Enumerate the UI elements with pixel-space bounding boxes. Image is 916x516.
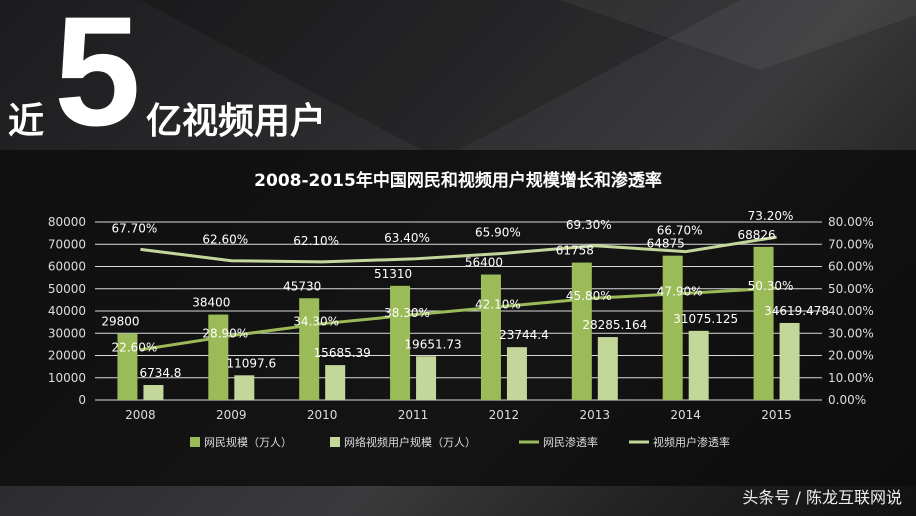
headline-prefix: 近 xyxy=(8,101,45,142)
bar-video-users xyxy=(779,322,800,400)
background-shape xyxy=(560,0,916,70)
y-left-tick-label: 80000 xyxy=(48,215,86,229)
y-right-tick-label: 40.00% xyxy=(828,304,874,318)
line-data-label: 50.30% xyxy=(748,279,794,293)
x-tick-label: 2008 xyxy=(125,408,156,422)
bar-data-label: 19651.73 xyxy=(404,337,461,351)
bar-video-users xyxy=(234,375,255,400)
bar-video-users xyxy=(325,365,346,400)
line-video-penetration xyxy=(140,235,777,264)
y-right-tick-label: 50.00% xyxy=(828,282,874,296)
bar-data-label: 11097.6 xyxy=(227,356,277,370)
bar-data-label: 23744.4 xyxy=(499,328,549,342)
y-left-tick-label: 70000 xyxy=(48,237,86,251)
bar-data-label: 31075.125 xyxy=(673,312,738,326)
bar-data-label: 64875 xyxy=(647,237,685,251)
y-right-tick-label: 10.00% xyxy=(828,371,874,385)
line-data-label: 47.90% xyxy=(657,284,703,298)
line-data-label: 28.90% xyxy=(202,327,248,341)
bar-netizens xyxy=(480,274,501,400)
chart-title: 2008-2015年中国网民和视频用户规模增长和渗透率 xyxy=(254,171,662,191)
y-right-tick-label: 60.00% xyxy=(828,260,874,274)
line-data-label: 67.70% xyxy=(112,221,158,235)
bar-video-users xyxy=(416,356,437,400)
bar-data-label: 34619.478 xyxy=(764,304,829,318)
line-data-label: 66.70% xyxy=(657,224,703,238)
legend-label: 网民渗透率 xyxy=(543,435,598,449)
line-netizen-penetration xyxy=(140,286,777,352)
line-data-label: 65.90% xyxy=(475,225,521,239)
bar-netizens xyxy=(571,262,592,400)
x-tick-label: 2009 xyxy=(216,408,247,422)
x-tick-label: 2013 xyxy=(580,408,611,422)
y-left-tick-label: 40000 xyxy=(48,304,86,318)
y-left-tick-label: 60000 xyxy=(48,260,86,274)
y-right-tick-label: 80.00% xyxy=(828,215,874,229)
y-right-tick-label: 0.00% xyxy=(828,393,866,407)
y-left-tick-label: 0 xyxy=(78,393,86,407)
headline-suffix: 亿视频用户 xyxy=(146,101,327,142)
bar-data-label: 68826 xyxy=(737,228,775,242)
legend-label: 网民规模（万人） xyxy=(204,435,292,449)
legend-label: 视频用户渗透率 xyxy=(653,435,730,449)
line-data-label: 69.30% xyxy=(566,218,612,232)
line-data-label: 63.40% xyxy=(384,231,430,245)
watermark: 头条号 / 陈龙互联网说 xyxy=(742,488,902,507)
legend-label: 网络视频用户规模（万人） xyxy=(344,435,476,449)
bar-data-label: 45730 xyxy=(283,279,321,293)
bar-video-users xyxy=(597,337,618,400)
background-shape xyxy=(140,0,740,160)
y-right-tick-label: 30.00% xyxy=(828,326,874,340)
x-tick-label: 2015 xyxy=(761,408,792,422)
y-left-tick-label: 20000 xyxy=(48,349,86,363)
bar-data-label: 6734.8 xyxy=(139,366,181,380)
legend-swatch xyxy=(330,437,340,447)
x-tick-label: 2010 xyxy=(307,408,338,422)
line-data-label: 38.30% xyxy=(384,306,430,320)
bar-data-label: 51310 xyxy=(374,267,412,281)
line-data-label: 22.60% xyxy=(112,341,158,355)
bar-data-label: 61758 xyxy=(556,244,594,258)
bar-data-label: 15685.39 xyxy=(314,346,371,360)
line-data-label: 45.80% xyxy=(566,289,612,303)
bar-data-label: 38400 xyxy=(192,296,230,310)
line-data-label: 62.60% xyxy=(202,233,248,247)
bar-video-users xyxy=(688,330,709,400)
y-left-tick-label: 10000 xyxy=(48,371,86,385)
line-data-label: 42.10% xyxy=(475,297,521,311)
bar-video-users xyxy=(506,347,527,400)
legend-swatch xyxy=(190,437,200,447)
bar-netizens xyxy=(662,255,683,400)
bar-netizens xyxy=(753,246,774,400)
y-right-tick-label: 20.00% xyxy=(828,349,874,363)
bar-data-label: 28285.164 xyxy=(582,318,647,332)
y-right-tick-label: 70.00% xyxy=(828,237,874,251)
line-data-label: 34.30% xyxy=(293,315,339,329)
line-data-label: 62.10% xyxy=(293,234,339,248)
bar-netizens xyxy=(117,333,138,400)
bar-data-label: 29800 xyxy=(101,315,139,329)
y-left-tick-label: 30000 xyxy=(48,326,86,340)
x-tick-label: 2014 xyxy=(670,408,701,422)
x-tick-label: 2012 xyxy=(489,408,520,422)
line-data-label: 73.20% xyxy=(748,209,794,223)
x-tick-label: 2011 xyxy=(398,408,429,422)
headline-number: 5 xyxy=(54,0,141,159)
bar-data-label: 56400 xyxy=(465,256,503,270)
bar-video-users xyxy=(143,385,164,400)
y-left-tick-label: 50000 xyxy=(48,282,86,296)
